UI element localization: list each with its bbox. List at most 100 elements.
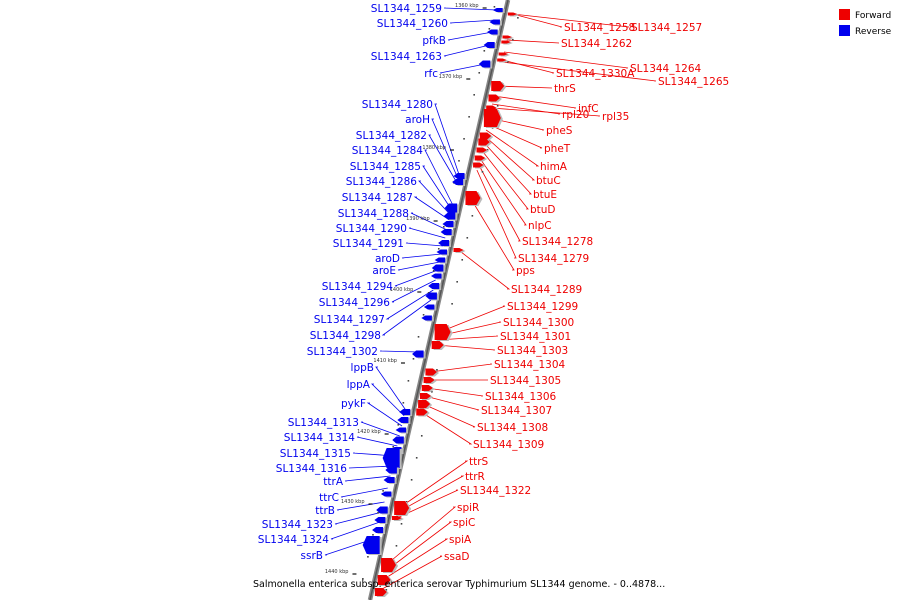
forward-gene-feature[interactable] <box>507 12 518 16</box>
reverse-gene-feature[interactable] <box>431 273 442 279</box>
gene-label[interactable]: SL1344_1309 <box>473 439 544 451</box>
reverse-gene-feature[interactable] <box>428 283 440 289</box>
gene-label[interactable]: btuE <box>533 189 557 201</box>
reverse-gene-feature[interactable] <box>399 409 411 415</box>
gene-label[interactable]: aroE <box>372 265 396 277</box>
forward-gene-feature[interactable] <box>491 81 505 91</box>
gene-label[interactable]: pykF <box>341 398 366 410</box>
gene-label[interactable]: pheT <box>544 143 571 155</box>
gene-label[interactable]: SL1344_1289 <box>511 284 582 296</box>
reverse-gene-feature[interactable] <box>443 212 456 220</box>
gene-label[interactable]: SL1344_1262 <box>561 38 632 50</box>
gene-label[interactable]: thrS <box>554 83 576 95</box>
gene-label[interactable]: rpl35 <box>602 111 629 123</box>
gene-label[interactable]: SL1344_1260 <box>377 18 448 30</box>
forward-gene-feature[interactable] <box>374 588 387 596</box>
reverse-gene-feature[interactable] <box>376 506 388 514</box>
gene-label[interactable]: SL1344_1302 <box>307 346 378 358</box>
gene-label[interactable]: spiC <box>453 517 475 529</box>
reverse-gene-feature[interactable] <box>452 179 464 185</box>
forward-gene-feature[interactable] <box>416 408 428 416</box>
gene-label[interactable]: SL1344_1258 <box>564 22 635 34</box>
gene-label[interactable]: lppA <box>347 379 371 391</box>
reverse-gene-feature[interactable] <box>489 19 500 25</box>
gene-label[interactable]: SL1344_1288 <box>338 208 409 220</box>
forward-gene-feature[interactable] <box>418 400 431 408</box>
gene-label[interactable]: SL1344_1314 <box>284 432 356 444</box>
reverse-gene-feature[interactable] <box>444 203 458 213</box>
gene-label[interactable]: SL1344_1282 <box>356 130 427 142</box>
gene-label[interactable]: ssrB <box>301 550 323 562</box>
gene-label[interactable]: himA <box>540 161 568 173</box>
gene-label[interactable]: SL1344_1296 <box>319 297 391 309</box>
gene-label[interactable]: SL1344_1313 <box>288 417 359 429</box>
gene-label[interactable]: ttrB <box>315 505 335 517</box>
gene-label[interactable]: spiA <box>449 534 472 546</box>
gene-label[interactable]: SL1344_1294 <box>322 281 394 293</box>
forward-gene-feature[interactable] <box>391 516 402 520</box>
forward-gene-feature[interactable] <box>381 558 397 572</box>
gene-label[interactable]: SL1344_1299 <box>507 301 578 313</box>
reverse-gene-feature[interactable] <box>382 448 400 468</box>
reverse-gene-feature[interactable] <box>372 527 384 533</box>
gene-label[interactable]: SL1344_1291 <box>333 238 404 250</box>
gene-label[interactable]: pfkB <box>422 35 446 47</box>
forward-gene-feature[interactable] <box>483 109 501 127</box>
gene-label[interactable]: SL1344_1308 <box>477 422 548 434</box>
reverse-gene-feature[interactable] <box>374 517 386 523</box>
gene-label[interactable]: SL1344_1304 <box>494 359 566 371</box>
gene-label[interactable]: SL1344_1301 <box>500 331 571 343</box>
forward-gene-feature[interactable] <box>425 368 437 376</box>
gene-label[interactable]: SL1344_1265 <box>658 76 729 88</box>
gene-label[interactable]: SL1344_1307 <box>481 405 552 417</box>
forward-gene-feature[interactable] <box>377 575 391 585</box>
forward-gene-feature[interactable] <box>488 94 500 102</box>
gene-label[interactable]: SL1344_1280 <box>362 99 433 111</box>
gene-label[interactable]: SL1344_1298 <box>310 330 381 342</box>
gene-label[interactable]: SL1344_1284 <box>352 145 424 157</box>
gene-label[interactable]: SL1344_1323 <box>262 519 333 531</box>
gene-label[interactable]: ttrC <box>319 492 339 504</box>
gene-label[interactable]: SL1344_1324 <box>258 534 330 546</box>
forward-gene-feature[interactable] <box>474 155 486 161</box>
forward-gene-feature[interactable] <box>479 132 492 140</box>
forward-gene-feature[interactable] <box>421 385 433 391</box>
gene-label[interactable]: ttrR <box>465 471 485 483</box>
gene-label[interactable]: SL1344_1315 <box>280 448 351 460</box>
reverse-gene-feature[interactable] <box>362 536 380 554</box>
forward-gene-feature[interactable] <box>394 501 410 515</box>
reverse-gene-feature[interactable] <box>431 264 444 272</box>
gene-label[interactable]: aroD <box>375 253 400 265</box>
gene-label[interactable]: ssaD <box>444 551 469 563</box>
gene-label[interactable]: SL1344_1305 <box>490 375 561 387</box>
forward-gene-feature[interactable] <box>423 377 435 383</box>
gene-label[interactable]: lppB <box>351 362 374 374</box>
gene-label[interactable]: SL1344_1330A <box>556 68 635 80</box>
forward-gene-feature[interactable] <box>473 162 484 168</box>
gene-label[interactable]: aroH <box>405 114 430 126</box>
reverse-gene-feature[interactable] <box>380 491 392 497</box>
reverse-gene-feature[interactable] <box>397 417 409 423</box>
reverse-gene-feature[interactable] <box>423 304 435 310</box>
reverse-gene-feature[interactable] <box>492 8 503 12</box>
forward-gene-feature[interactable] <box>431 341 444 349</box>
forward-gene-feature[interactable] <box>478 138 490 146</box>
reverse-gene-feature[interactable] <box>434 257 446 263</box>
gene-label[interactable]: SL1344_1316 <box>276 463 348 475</box>
gene-label[interactable]: SL1344_1257 <box>631 22 702 34</box>
reverse-gene-feature[interactable] <box>436 249 448 255</box>
gene-label[interactable]: ttrA <box>323 476 344 488</box>
reverse-gene-feature[interactable] <box>421 315 432 321</box>
gene-label[interactable]: SL1344_1279 <box>518 253 589 265</box>
reverse-gene-feature[interactable] <box>438 240 450 246</box>
gene-label[interactable]: SL1344_1285 <box>350 161 421 173</box>
forward-gene-feature[interactable] <box>476 147 488 153</box>
gene-label[interactable]: SL1344_1290 <box>336 223 407 235</box>
reverse-gene-feature[interactable] <box>425 292 437 300</box>
gene-label[interactable]: SL1344_1263 <box>371 51 442 63</box>
reverse-gene-feature[interactable] <box>412 350 424 358</box>
gene-label[interactable]: SL1344_1303 <box>497 345 568 357</box>
forward-gene-feature[interactable] <box>501 40 511 44</box>
forward-gene-feature[interactable] <box>497 58 507 62</box>
gene-label[interactable]: SL1344_1287 <box>342 192 413 204</box>
